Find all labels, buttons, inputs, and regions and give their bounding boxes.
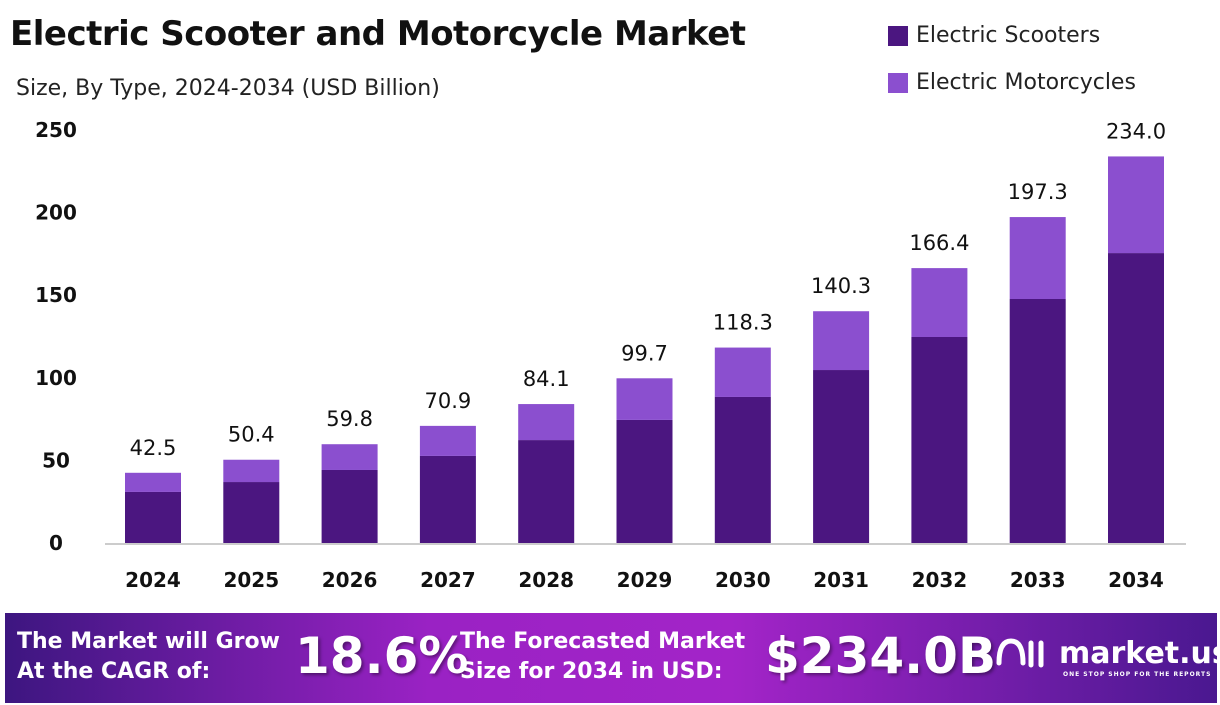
data-label-2032: 166.4 <box>909 231 969 255</box>
x-tick-label: 2029 <box>617 568 673 592</box>
bar-motorcycles-2025 <box>223 459 280 483</box>
bar-scooters-2031 <box>813 370 870 543</box>
legend-label: Electric Motorcycles <box>916 70 1136 95</box>
legend-swatch <box>888 72 908 93</box>
bar-scooters-2033 <box>1009 298 1066 543</box>
data-label-2034: 234.0 <box>1106 119 1166 143</box>
data-label-2027: 70.9 <box>425 389 472 413</box>
bar-scooters-2024 <box>125 491 181 543</box>
legend-swatch <box>888 25 908 46</box>
y-tick-label: 0 <box>49 531 63 555</box>
chart-plot: 0 50 100 150 200 250 42.5 2024 50.4 2025 59.8 2026 7… <box>35 118 1186 592</box>
bar-scooters-2029 <box>616 419 673 543</box>
logo-tagline: ONE STOP SHOP FOR THE REPORTS <box>1063 671 1212 678</box>
x-tick-label: 2034 <box>1108 568 1164 592</box>
bar-motorcycles-2028 <box>518 404 575 441</box>
bar-scooters-2025 <box>223 482 280 543</box>
cagr-value: 18.6% <box>295 627 469 685</box>
y-tick-label: 50 <box>42 448 70 472</box>
x-tick-label: 2032 <box>912 568 968 592</box>
x-tick-label: 2025 <box>223 568 279 592</box>
bar-motorcycles-2030 <box>714 347 771 397</box>
data-label-2026: 59.8 <box>326 407 373 431</box>
y-tick-label: 150 <box>35 283 77 307</box>
bar-motorcycles-2026 <box>321 444 378 470</box>
bar-scooters-2027 <box>419 455 476 543</box>
data-label-2031: 140.3 <box>811 274 871 298</box>
bar-motorcycles-2033 <box>1009 217 1066 299</box>
bar-motorcycles-2034 <box>1108 156 1164 254</box>
forecast-text: The Forecasted Market Size for 2034 in US… <box>460 629 746 684</box>
x-tick-label: 2024 <box>125 568 181 592</box>
legend-item-scooters: Electric Scooters <box>888 12 1136 59</box>
legend: Electric Scooters Electric Motorcycles <box>888 12 1136 106</box>
bar-scooters-2026 <box>321 469 378 543</box>
bar-scooters-2032 <box>911 336 968 543</box>
data-label-2033: 197.3 <box>1008 180 1068 204</box>
forecast-value: $234.0B <box>765 627 997 685</box>
bar-scooters-2028 <box>518 440 575 543</box>
logo-icon <box>996 638 1044 668</box>
data-label-2030: 118.3 <box>713 311 773 335</box>
x-tick-label: 2030 <box>715 568 771 592</box>
bar-motorcycles-2031 <box>813 311 870 371</box>
x-tick-label: 2031 <box>813 568 869 592</box>
bar-motorcycles-2032 <box>911 268 968 337</box>
y-tick-label: 100 <box>35 366 77 390</box>
data-label-2029: 99.7 <box>621 341 668 365</box>
bar-motorcycles-2029 <box>616 378 673 420</box>
legend-label: Electric Scooters <box>916 23 1101 48</box>
bar-motorcycles-2024 <box>125 472 181 492</box>
data-label-2025: 50.4 <box>228 423 275 447</box>
y-tick-label: 250 <box>35 118 77 142</box>
chart-title: Electric Scooter and Motorcycle Market <box>10 14 746 54</box>
x-tick-label: 2027 <box>420 568 476 592</box>
chart-subtitle: Size, By Type, 2024-2034 (USD Billion) <box>16 76 440 101</box>
market-us-logo: market.us <box>995 635 1220 671</box>
summary-banner: The Market will Grow At the CAGR of: 18.6… <box>5 613 1220 703</box>
bar-scooters-2030 <box>714 396 771 543</box>
data-label-2024: 42.5 <box>130 436 177 460</box>
legend-item-motorcycles: Electric Motorcycles <box>888 59 1136 106</box>
bar-scooters-2034 <box>1108 253 1164 543</box>
x-tick-label: 2028 <box>518 568 574 592</box>
data-label-2028: 84.1 <box>523 367 570 391</box>
x-tick-label: 2033 <box>1010 568 1066 592</box>
x-tick-label: 2026 <box>322 568 378 592</box>
grow-text: The Market will Grow At the CAGR of: <box>17 629 280 684</box>
bar-motorcycles-2027 <box>419 425 476 456</box>
y-tick-label: 200 <box>35 201 77 225</box>
